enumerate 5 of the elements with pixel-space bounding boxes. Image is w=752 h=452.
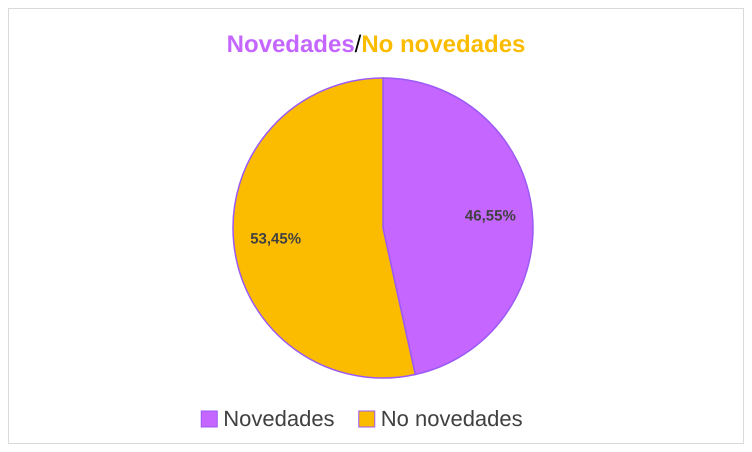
legend-label: Novedades	[223, 406, 335, 431]
legend-label: No novedades	[380, 406, 523, 431]
data-label: 53,45%	[250, 230, 302, 248]
data-label: 46,55%	[464, 207, 516, 224]
chart-title: Novedades/No novedades	[226, 31, 526, 58]
